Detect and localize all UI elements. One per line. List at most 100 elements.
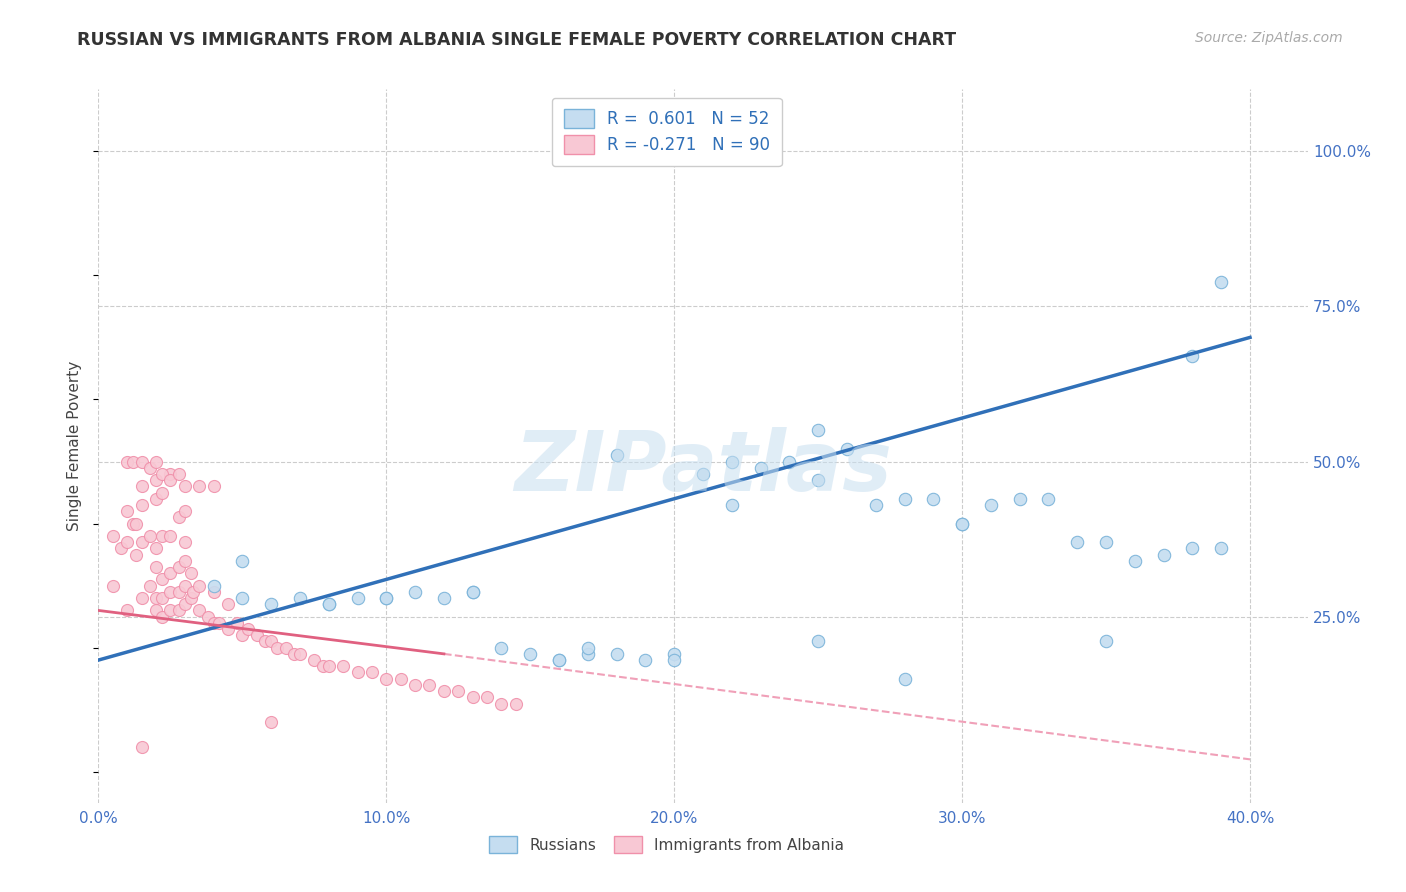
Point	[548, 653, 571, 667]
Point	[1211, 275, 1233, 289]
Point	[139, 529, 162, 543]
Point	[418, 678, 440, 692]
Point	[167, 603, 190, 617]
Point	[274, 640, 297, 655]
Point	[173, 579, 195, 593]
Point	[922, 491, 945, 506]
Point	[664, 653, 686, 667]
Point	[312, 659, 335, 673]
Point	[664, 647, 686, 661]
Point	[606, 448, 628, 462]
Point	[188, 603, 211, 617]
Point	[231, 591, 253, 605]
Point	[461, 584, 484, 599]
Point	[950, 516, 973, 531]
Point	[173, 597, 195, 611]
Point	[720, 498, 742, 512]
Point	[173, 554, 195, 568]
Point	[433, 591, 456, 605]
Point	[318, 659, 340, 673]
Point	[576, 640, 599, 655]
Point	[150, 529, 173, 543]
Point	[1123, 554, 1146, 568]
Point	[332, 659, 354, 673]
Point	[519, 647, 541, 661]
Point	[159, 467, 181, 481]
Point	[202, 479, 225, 493]
Point	[1181, 541, 1204, 556]
Point	[548, 653, 571, 667]
Point	[461, 584, 484, 599]
Point	[145, 541, 167, 556]
Point	[950, 516, 973, 531]
Point	[159, 603, 181, 617]
Point	[692, 467, 714, 481]
Point	[236, 622, 259, 636]
Point	[980, 498, 1002, 512]
Point	[131, 739, 153, 754]
Point	[318, 597, 340, 611]
Point	[807, 634, 830, 648]
Point	[150, 609, 173, 624]
Point	[807, 424, 830, 438]
Point	[491, 640, 513, 655]
Point	[389, 672, 412, 686]
Point	[150, 467, 173, 481]
Point	[197, 609, 219, 624]
Point	[318, 597, 340, 611]
Point	[145, 454, 167, 468]
Point	[254, 634, 277, 648]
Point	[893, 672, 915, 686]
Point	[304, 653, 326, 667]
Point	[260, 634, 283, 648]
Point	[139, 579, 162, 593]
Point	[288, 647, 311, 661]
Point	[225, 615, 247, 630]
Point	[1008, 491, 1031, 506]
Point	[865, 498, 887, 512]
Point	[505, 697, 527, 711]
Point	[433, 684, 456, 698]
Point	[346, 665, 368, 680]
Point	[150, 573, 173, 587]
Point	[606, 647, 628, 661]
Point	[150, 591, 173, 605]
Point	[807, 473, 830, 487]
Point	[447, 684, 470, 698]
Point	[1153, 548, 1175, 562]
Point	[115, 603, 138, 617]
Point	[145, 473, 167, 487]
Point	[1066, 535, 1088, 549]
Point	[1038, 491, 1060, 506]
Point	[231, 554, 253, 568]
Point	[1211, 541, 1233, 556]
Point	[404, 584, 426, 599]
Point	[375, 591, 398, 605]
Point	[180, 591, 202, 605]
Point	[145, 603, 167, 617]
Point	[122, 516, 145, 531]
Point	[131, 535, 153, 549]
Point	[115, 535, 138, 549]
Point	[246, 628, 269, 642]
Point	[835, 442, 858, 456]
Point	[131, 454, 153, 468]
Legend: Russians, Immigrants from Albania: Russians, Immigrants from Albania	[484, 830, 851, 859]
Point	[202, 579, 225, 593]
Point	[288, 591, 311, 605]
Text: ZIPatlas: ZIPatlas	[515, 427, 891, 508]
Point	[778, 454, 800, 468]
Point	[145, 560, 167, 574]
Point	[202, 615, 225, 630]
Text: Source: ZipAtlas.com: Source: ZipAtlas.com	[1195, 31, 1343, 45]
Point	[145, 591, 167, 605]
Point	[125, 548, 148, 562]
Point	[167, 510, 190, 524]
Point	[231, 628, 253, 642]
Point	[217, 622, 239, 636]
Point	[139, 460, 162, 475]
Point	[101, 579, 124, 593]
Point	[180, 566, 202, 581]
Point	[475, 690, 498, 705]
Point	[159, 473, 181, 487]
